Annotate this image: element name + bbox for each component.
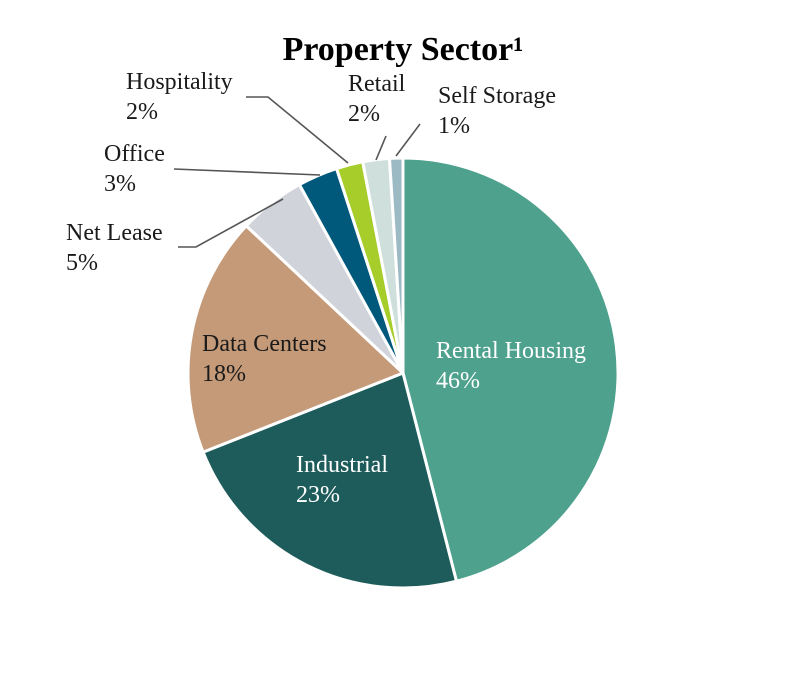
pie-slice-rental-housing: [401, 156, 620, 583]
chart-title: Property Sector¹: [283, 31, 524, 68]
slice-label-name-office: Office: [104, 141, 165, 167]
slice-label-value-rental-housing: 46%: [436, 368, 480, 394]
slice-label-value-industrial: 23%: [296, 482, 340, 508]
slice-label-retail: Retail 2%: [348, 71, 406, 127]
slice-label-value-retail: 2%: [348, 101, 380, 127]
slice-label-value-self-storage: 1%: [438, 113, 470, 139]
slice-label-office: Office 3%: [104, 141, 165, 197]
slices-layer: [186, 156, 620, 590]
leader-line-retail: [375, 135, 387, 161]
slice-label-net-lease: Net Lease 5%: [66, 220, 163, 276]
slice-label-rental-housing: Rental Housing 46%: [436, 338, 586, 394]
slice-label-name-self-storage: Self Storage: [438, 83, 556, 109]
slice-label-name-hospitality: Hospitality: [126, 69, 233, 95]
slice-label-value-hospitality: 2%: [126, 99, 158, 125]
leader-line-net-lease: [178, 198, 284, 248]
slice-label-self-storage: Self Storage 1%: [438, 83, 556, 139]
pie-slice-data-centers: [186, 224, 405, 454]
labels-layer: Rental Housing 46% Industrial 23% Data Cente…: [66, 69, 586, 508]
leader-lines-layer: [173, 96, 421, 248]
leader-line-hospitality: [246, 96, 349, 164]
slice-label-value-data-centers: 18%: [202, 361, 246, 387]
pie-slice-self-storage: [388, 156, 405, 375]
slice-label-value-net-lease: 5%: [66, 250, 98, 276]
leader-line-office: [173, 168, 321, 176]
slice-label-name-data-centers: Data Centers: [202, 331, 327, 357]
slice-label-industrial: Industrial 23%: [296, 452, 388, 508]
slice-label-data-centers: Data Centers 18%: [202, 331, 327, 387]
slice-label-name-rental-housing: Rental Housing: [436, 338, 586, 364]
slice-label-name-net-lease: Net Lease: [66, 220, 163, 246]
pie-slice-industrial: [201, 371, 458, 590]
slice-label-name-retail: Retail: [348, 71, 406, 97]
slice-label-hospitality: Hospitality 2%: [126, 69, 233, 125]
slice-label-name-industrial: Industrial: [296, 452, 388, 478]
slice-label-value-office: 3%: [104, 171, 136, 197]
leader-line-self-storage: [395, 123, 421, 157]
